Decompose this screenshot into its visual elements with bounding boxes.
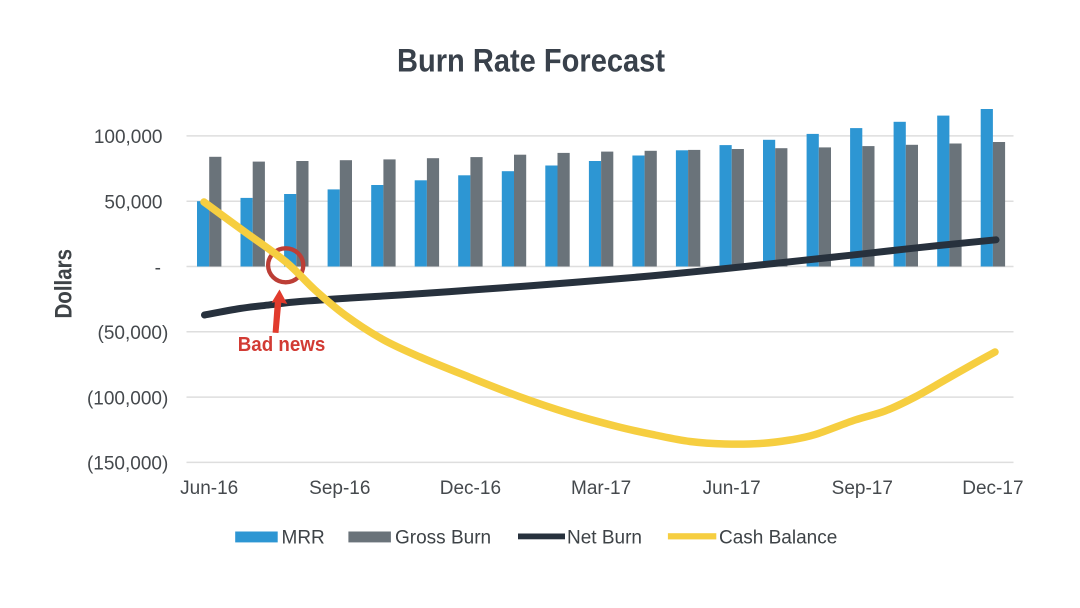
svg-text:(150,000): (150,000) (87, 454, 168, 475)
svg-text:Dollars: Dollars (51, 249, 78, 319)
svg-text:Gross Burn: Gross Burn (395, 528, 491, 549)
svg-text:Jun-17: Jun-17 (703, 478, 761, 499)
svg-text:-: - (155, 258, 161, 279)
svg-text:Burn Rate Forecast: Burn Rate Forecast (397, 43, 665, 79)
svg-text:Sep-16: Sep-16 (309, 478, 370, 499)
svg-text:Jun-16: Jun-16 (180, 478, 238, 499)
svg-text:Bad news: Bad news (238, 334, 326, 356)
svg-text:Net Burn: Net Burn (567, 528, 642, 549)
svg-text:Cash Balance: Cash Balance (719, 528, 837, 549)
svg-text:(100,000): (100,000) (87, 388, 168, 409)
svg-text:Dec-16: Dec-16 (440, 478, 501, 499)
svg-text:Sep-17: Sep-17 (832, 478, 893, 499)
svg-text:Mar-17: Mar-17 (571, 478, 631, 499)
svg-text:50,000: 50,000 (104, 193, 162, 214)
svg-text:Dec-17: Dec-17 (962, 478, 1023, 499)
svg-text:MRR: MRR (282, 528, 325, 549)
svg-text:100,000: 100,000 (94, 127, 163, 148)
svg-text:(50,000): (50,000) (98, 323, 169, 344)
